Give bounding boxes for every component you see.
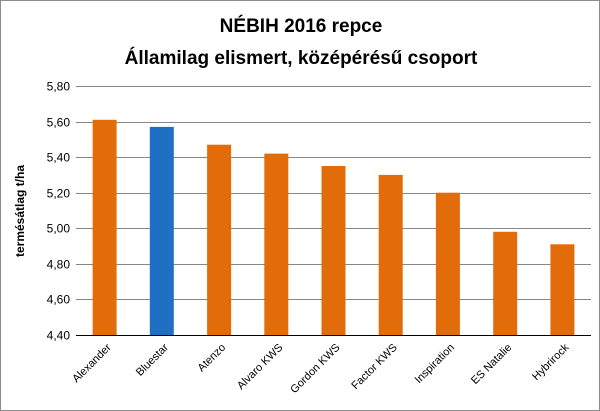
bar-gordon-kws (321, 166, 346, 335)
x-category-label: Factor KWS (349, 342, 399, 392)
y-tick-label: 4,40 (47, 329, 71, 343)
chart-title-line-2: Államilag elismert, középérésű csoport (125, 47, 478, 69)
x-category-label: Atenzo (195, 342, 228, 375)
x-category-label: Inspiration (413, 342, 457, 386)
y-tick-label: 5,40 (47, 151, 71, 165)
x-category-label: Alexander (70, 341, 114, 385)
bar-alexander (92, 119, 117, 335)
chart-title-line-1: NÉBIH 2016 repce (220, 15, 383, 37)
bar-bluestar (149, 126, 174, 336)
x-category-label: Bluestar (134, 341, 171, 378)
bar-alvaro-kws (264, 153, 289, 335)
y-tick-label: 5,60 (47, 116, 71, 130)
y-axis-ticks: 4,40 4,60 4,80 5,00 5,20 5,40 5,60 5,80 (47, 80, 71, 343)
x-category-label: Alvaro KWS (235, 342, 285, 392)
y-tick-label: 5,00 (47, 222, 71, 236)
y-tick-label: 5,80 (47, 80, 71, 94)
bars (92, 119, 575, 336)
bar-atenzo (207, 144, 232, 335)
bar-es-natalie (493, 231, 518, 335)
bar-factor-kws (378, 174, 403, 335)
x-category-label: ES Natalie (469, 342, 514, 387)
x-axis-labels: Alexander Bluestar Atenzo Alvaro KWS Gordon … (70, 341, 572, 396)
x-category-label: Hybrirock (530, 341, 572, 383)
y-tick-label: 5,20 (47, 187, 71, 201)
chart-title: NÉBIH 2016 repce Államilag elismert, köz… (125, 15, 478, 69)
y-tick-label: 4,60 (47, 293, 71, 307)
bar-inspiration (435, 192, 460, 335)
y-tick-label: 4,80 (47, 258, 71, 272)
x-category-label: Gordon KWS (288, 342, 342, 396)
bar-hybrirock (550, 244, 575, 335)
y-axis-label: termésátlag t/ha (13, 165, 27, 257)
